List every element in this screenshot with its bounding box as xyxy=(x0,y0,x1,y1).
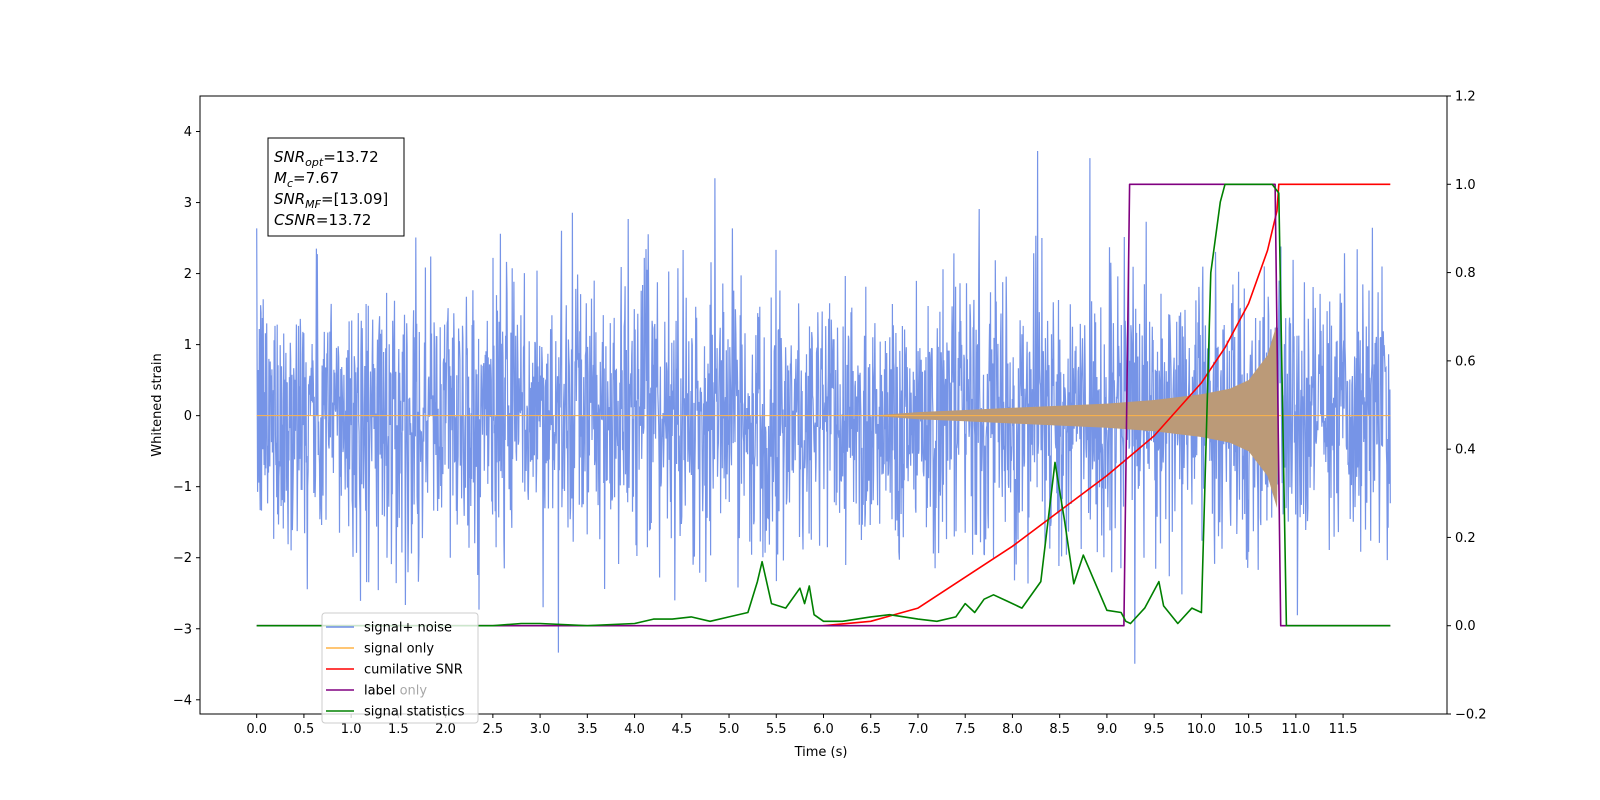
annotation-line: SNRMF=[13.09] xyxy=(274,190,388,211)
x-tick-label: 1.0 xyxy=(341,722,362,737)
x-tick-label: 3.5 xyxy=(577,722,598,737)
x-tick-label: 5.5 xyxy=(766,722,787,737)
x-tick-label: 2.5 xyxy=(483,722,504,737)
x-tick-label: 1.5 xyxy=(388,722,409,737)
y2-tick-label: 0.4 xyxy=(1455,443,1476,458)
y2-tick-label: 0.8 xyxy=(1455,266,1476,281)
y-tick-label: −1 xyxy=(173,480,192,495)
y-axis-label: Whitened strain xyxy=(150,353,165,456)
x-tick-label: 10.0 xyxy=(1187,722,1216,737)
y-axis-left: −4 −3 −2 −1 0 1 2 3 4 xyxy=(173,125,200,708)
x-axis: 0.0 0.5 1.0 1.5 2.0 2.5 3.0 3.5 4.0 4.5 5.0 5.5 6.0 6… xyxy=(246,714,1358,737)
series-cumilative-snr xyxy=(823,183,1391,627)
x-tick-label: 0.5 xyxy=(294,722,315,737)
x-axis-label: Time (s) xyxy=(794,745,848,760)
annotation-line: Mc=7.67 xyxy=(274,169,339,190)
x-tick-label: 6.5 xyxy=(860,722,881,737)
y-tick-label: −2 xyxy=(173,551,192,566)
y-tick-label: −4 xyxy=(173,693,192,708)
x-tick-label: 7.5 xyxy=(955,722,976,737)
x-tick-label: 0.0 xyxy=(246,722,267,737)
x-tick-label: 4.5 xyxy=(671,722,692,737)
annotation-box: SNRopt=13.72Mc=7.67SNRMF=[13.09]CSNR=13.… xyxy=(267,137,405,237)
y2-tick-label: 1.0 xyxy=(1455,178,1476,193)
x-tick-label: 11.0 xyxy=(1281,722,1310,737)
x-tick-label: 9.5 xyxy=(1144,722,1165,737)
x-tick-label: 3.0 xyxy=(530,722,551,737)
x-tick-label: 7.0 xyxy=(908,722,929,737)
legend-label: signal only xyxy=(364,642,434,657)
y2-tick-label: −0.2 xyxy=(1455,708,1487,723)
x-tick-label: 6.0 xyxy=(813,722,834,737)
y-tick-label: 0 xyxy=(184,409,192,424)
x-tick-label: 8.0 xyxy=(1002,722,1023,737)
legend-ghost-label: label only xyxy=(364,684,427,699)
annotation-frame xyxy=(267,137,405,237)
y-tick-label: −3 xyxy=(173,622,192,637)
legend-frame xyxy=(321,612,479,724)
series-signal-statistics xyxy=(256,183,1391,627)
legend-label: cumilative SNR xyxy=(364,663,463,678)
y2-tick-label: 0.0 xyxy=(1455,619,1476,634)
y-tick-label: 1 xyxy=(184,338,192,353)
x-tick-label: 10.5 xyxy=(1234,722,1263,737)
annotation-line: CSNR=13.72 xyxy=(274,211,371,229)
y2-tick-label: 1.2 xyxy=(1455,90,1476,105)
y-tick-label: 2 xyxy=(184,267,192,282)
x-tick-label: 9.0 xyxy=(1097,722,1118,737)
y2-tick-label: 0.6 xyxy=(1455,354,1476,369)
y2-tick-label: 0.2 xyxy=(1455,531,1476,546)
y-axis-right: −0.2 0.0 0.2 0.4 0.6 0.8 1.0 1.2 xyxy=(1447,90,1487,723)
legend-label: signal+ noise xyxy=(364,621,452,636)
legend: signal+ noise signal only cumilative SNR la… xyxy=(321,612,479,724)
y-tick-label: 3 xyxy=(184,196,192,211)
y-tick-label: 4 xyxy=(184,125,192,140)
x-tick-label: 2.0 xyxy=(435,722,456,737)
x-tick-label: 5.0 xyxy=(719,722,740,737)
right-axis-series xyxy=(256,183,1391,627)
legend-label: signal statistics xyxy=(364,705,465,720)
annotation-line: SNRopt=13.72 xyxy=(274,148,379,169)
x-tick-label: 11.5 xyxy=(1329,722,1358,737)
legend-label: label xyxy=(364,684,395,699)
x-tick-label: 4.0 xyxy=(624,722,645,737)
x-tick-label: 8.5 xyxy=(1049,722,1070,737)
